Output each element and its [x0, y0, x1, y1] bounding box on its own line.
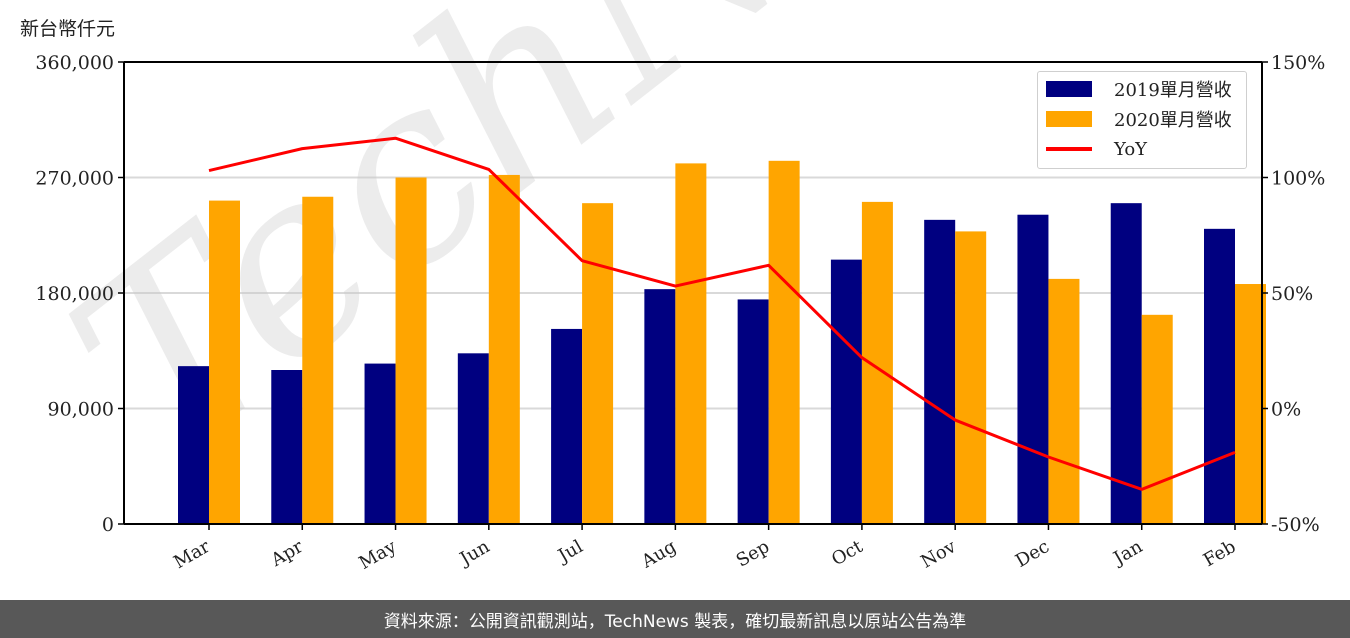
- legend-item-2019: 2019單月營收: [1046, 78, 1232, 101]
- bar-2019-oct: [830, 259, 862, 524]
- bar-2019-aug: [644, 289, 676, 524]
- bar-2020-oct: [861, 201, 893, 524]
- bar-2020-mar: [209, 200, 240, 524]
- legend-item-yoy: YoY: [1046, 138, 1147, 160]
- y-tick-label: 270,000: [35, 168, 114, 190]
- y2-tick-label: 150%: [1271, 52, 1325, 74]
- x-tick-label: Sep: [733, 536, 773, 571]
- bar-2019-jun: [457, 353, 489, 524]
- bar-2019-mar: [178, 366, 209, 524]
- bar-2020-apr: [302, 196, 334, 524]
- y-tick-label: 180,000: [35, 283, 114, 305]
- bar-2019-apr: [271, 370, 303, 524]
- legend-label-2019: 2019單月營收: [1114, 80, 1232, 101]
- bar-2019-nov: [924, 219, 956, 524]
- revenue-chart: TechNews090,000180,000270,000360,000-50%…: [22, 0, 1325, 574]
- bar-2019-may: [364, 363, 396, 524]
- source-footer: 資料來源：公開資訊觀測站，TechNews 製表，確切最新訊息以原站公告為準: [0, 600, 1350, 638]
- y2-tick-label: 50%: [1271, 283, 1313, 305]
- yoy-line: [208, 136, 1236, 491]
- bar-2020-jul: [582, 203, 614, 524]
- bar-2019-feb: [1204, 228, 1235, 525]
- legend-label-2020: 2020單月營收: [1114, 110, 1232, 131]
- x-tick-label: May: [355, 536, 400, 574]
- x-tick-label: Jan: [1108, 536, 1146, 570]
- bar-2019-dec: [1017, 214, 1049, 524]
- x-tick-label: Feb: [1200, 536, 1240, 571]
- bar-2020-may: [395, 177, 427, 524]
- legend-label-yoy: YoY: [1114, 138, 1148, 160]
- x-tick-label: Jul: [553, 536, 587, 568]
- bar-2019-sep: [737, 299, 769, 524]
- bar-2020-feb: [1235, 284, 1266, 524]
- legend-item-2020: 2020單月營收: [1046, 108, 1232, 131]
- bar-2020-jan: [1141, 314, 1173, 524]
- bar-2020-jun: [488, 174, 520, 524]
- bar-2020-nov: [955, 231, 987, 524]
- x-tick-label: Aug: [637, 536, 680, 573]
- x-tick-label: Dec: [1012, 536, 1053, 572]
- legend-swatch-2019: [1046, 81, 1092, 97]
- legend-line-yoy: [1046, 147, 1092, 151]
- y2-tick-label: 100%: [1271, 168, 1325, 190]
- y-tick-label: 360,000: [35, 52, 114, 74]
- bar-2019-jan: [1110, 203, 1142, 524]
- bar-2019-jul: [551, 328, 583, 524]
- bar-2020-aug: [675, 163, 707, 524]
- legend: 2019單月營收 2020單月營收 YoY: [1037, 71, 1247, 169]
- x-tick-label: Mar: [170, 536, 214, 573]
- bar-2020-sep: [768, 160, 800, 525]
- x-tick-label: Oct: [828, 536, 867, 571]
- x-tick-label: Jun: [455, 536, 494, 571]
- y2-tick-label: 0%: [1271, 399, 1301, 421]
- x-tick-label: Apr: [267, 536, 307, 571]
- legend-swatch-2020: [1046, 111, 1092, 127]
- y-tick-label: 90,000: [48, 399, 114, 421]
- unit-label: 新台幣仟元: [20, 18, 116, 40]
- bar-2020-dec: [1048, 278, 1080, 524]
- y2-tick-label: -50%: [1271, 514, 1320, 536]
- y-tick-label: 0: [102, 514, 114, 536]
- x-tick-label: Nov: [917, 536, 960, 573]
